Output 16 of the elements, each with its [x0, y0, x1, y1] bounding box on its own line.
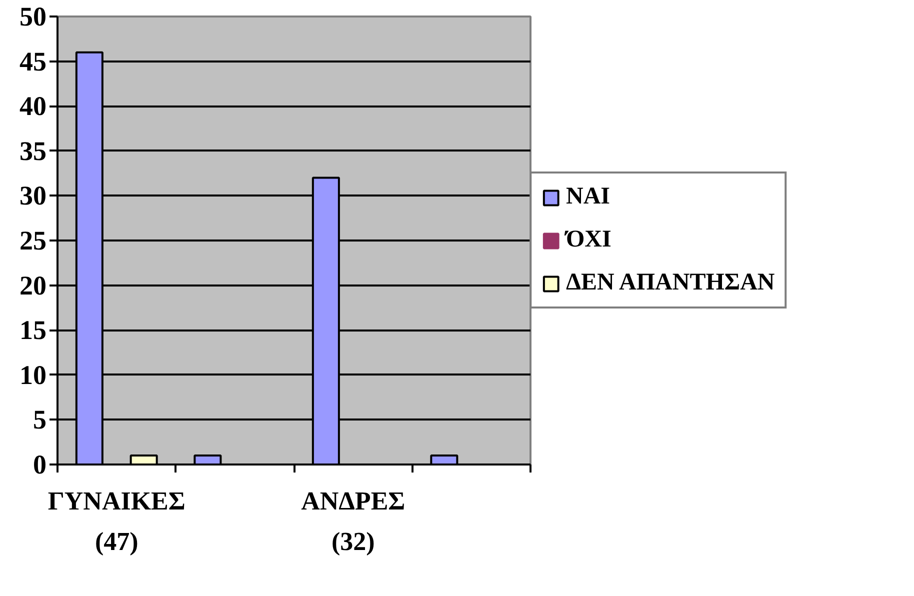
y-tick-label: 50: [20, 2, 46, 32]
legend-label: ΔΕΝ ΑΠΑΝΤΗΣΑΝ: [566, 270, 775, 296]
legend-label: ΝΑΙ: [566, 184, 610, 210]
y-tick-label: 25: [20, 226, 46, 256]
y-tick-label: 45: [20, 46, 46, 76]
y-tick-label: 40: [20, 91, 46, 122]
y-tick-label: 10: [20, 360, 46, 390]
x-tick-label: ΓΥΝΑΙΚΕΣ (47): [48, 486, 186, 556]
y-tick-label: 0: [33, 450, 46, 480]
y-tick-label: 5: [33, 404, 46, 435]
x-tick-label: ΑΝΔΡΕΣ (32): [301, 486, 406, 556]
y-tick-label: 30: [20, 180, 46, 211]
y-tick-label: 15: [20, 315, 46, 346]
y-tick-label: 20: [20, 270, 46, 300]
y-tick-label: 35: [20, 136, 46, 166]
legend-label: ΌΧΙ: [566, 226, 612, 254]
